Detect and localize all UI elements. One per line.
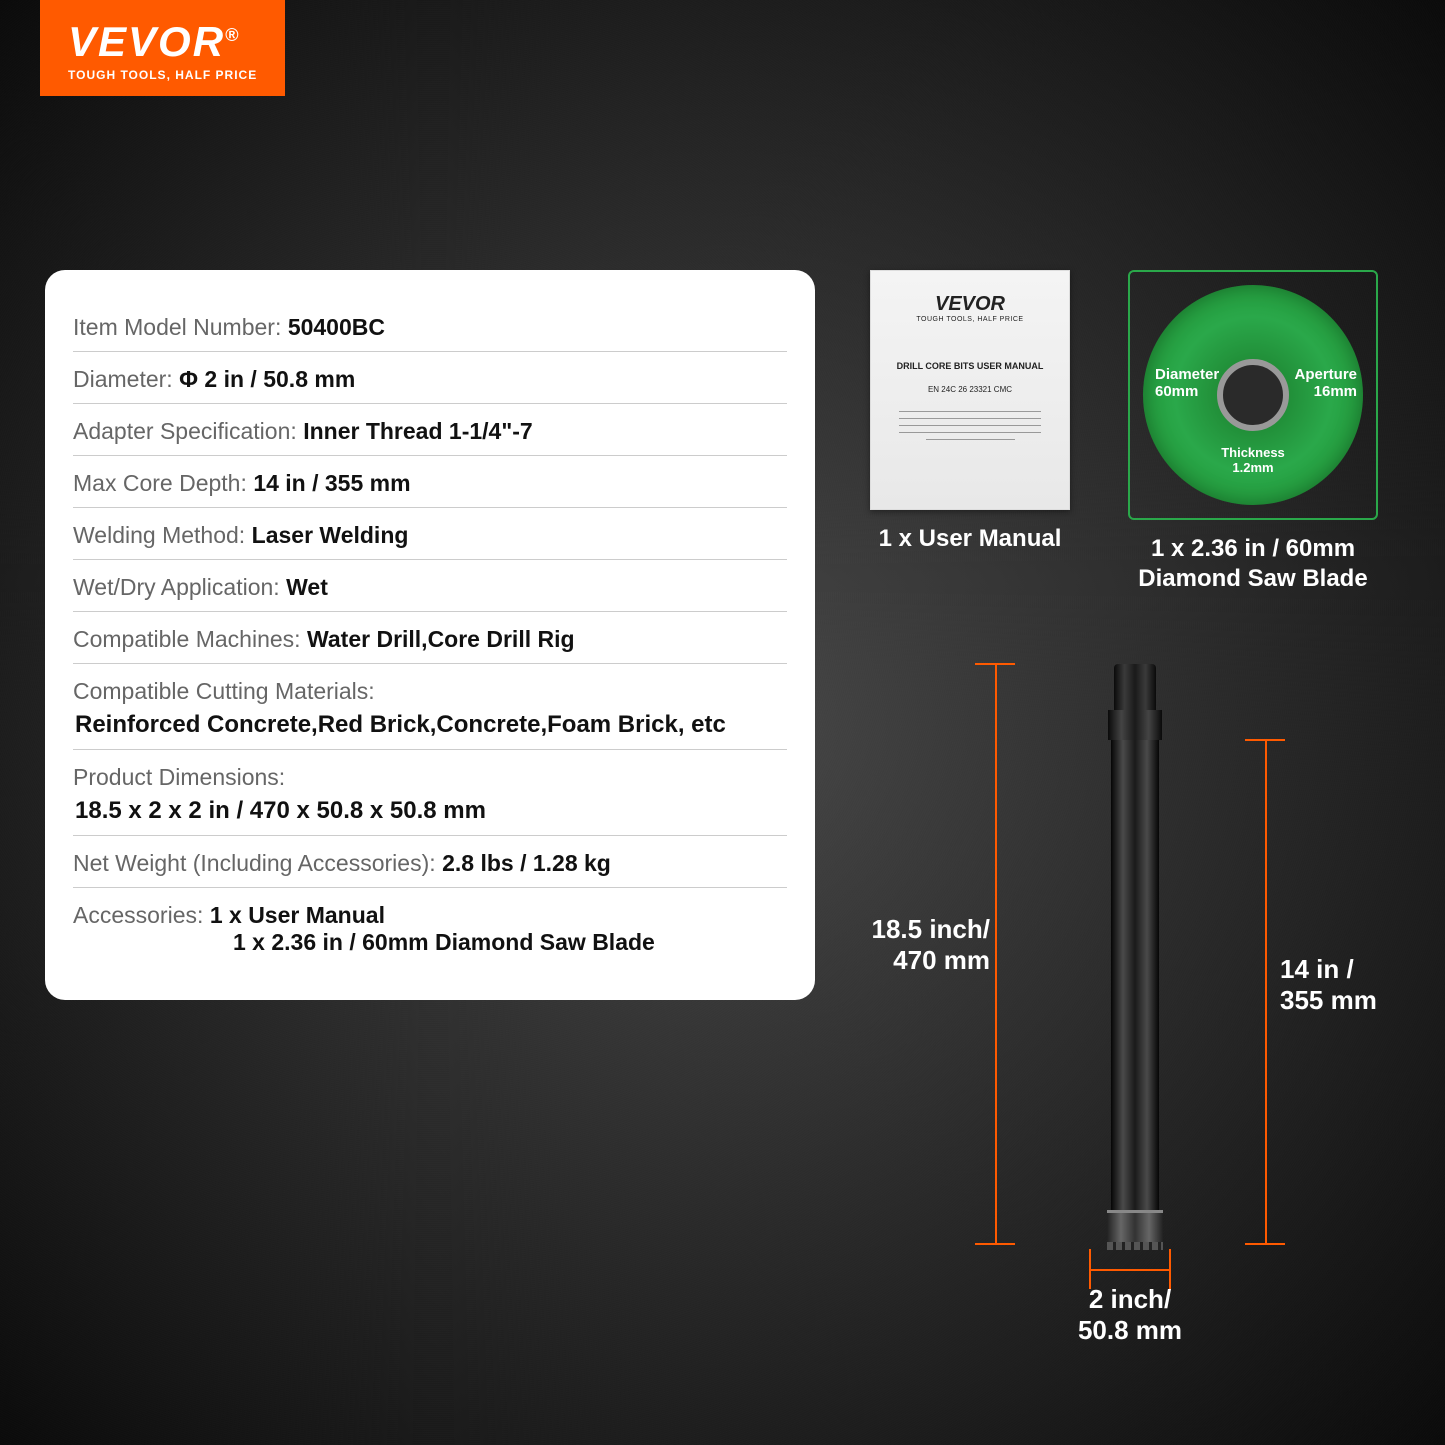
spec-label: Compatible Machines: [73, 626, 301, 652]
manual-title: DRILL CORE BITS USER MANUAL [897, 361, 1044, 371]
dim-total-length: 18.5 inch/ 470 mm [845, 914, 990, 976]
brand-name: VEVOR [68, 18, 225, 65]
spec-label: Welding Method: [73, 522, 245, 548]
spec-value: Laser Welding [252, 522, 409, 548]
spec-label: Adapter Specification: [73, 418, 297, 444]
brand-logo: VEVOR® TOUGH TOOLS, HALF PRICE [40, 0, 285, 96]
spec-value: 2.8 lbs / 1.28 kg [442, 850, 611, 876]
spec-label: Net Weight (Including Accessories): [73, 850, 436, 876]
dim-width: 2 inch/ 50.8 mm [1065, 1284, 1195, 1346]
drill-collar [1108, 710, 1162, 740]
dim-tick [1245, 739, 1285, 741]
spec-label: Max Core Depth: [73, 470, 247, 496]
spec-value: Reinforced Concrete,Red Brick,Concrete,F… [75, 711, 787, 739]
dim-line [995, 664, 997, 1244]
spec-value: 1 x User Manual [210, 902, 385, 928]
drill-shank [1114, 664, 1156, 710]
spec-value: 1 x 2.36 in / 60mm Diamond Saw Blade [233, 929, 787, 956]
spec-row-machines: Compatible Machines: Water Drill,Core Dr… [73, 612, 787, 664]
blade-dia-label: Diameter60mm [1155, 367, 1219, 400]
spec-value: 50400BC [288, 314, 385, 340]
dim-tick [975, 1243, 1015, 1245]
blade-caption: 1 x 2.36 in / 60mm Diamond Saw Blade [1113, 534, 1393, 594]
spec-row-model: Item Model Number: 50400BC [73, 300, 787, 352]
spec-value: Wet [286, 574, 328, 600]
spec-card: Item Model Number: 50400BC Diameter: Φ 2… [45, 270, 815, 1000]
manual-item: VEVOR TOUGH TOOLS, HALF PRICE DRILL CORE… [855, 270, 1085, 554]
core-drill-bit [1104, 664, 1166, 1244]
manual-brand: VEVOR [935, 293, 1005, 316]
dim-core-depth: 14 in / 355 mm [1280, 954, 1377, 1016]
spec-label: Diameter: [73, 366, 173, 392]
spec-row-wetdry: Wet/Dry Application: Wet [73, 560, 787, 612]
saw-blade-icon: Diameter60mm Aperture16mm Thickness1.2mm [1143, 285, 1363, 505]
spec-label: Item Model Number: [73, 314, 281, 340]
spec-label: Accessories: [73, 902, 203, 928]
manual-image: VEVOR TOUGH TOOLS, HALF PRICE DRILL CORE… [870, 270, 1070, 510]
dim-tick [975, 663, 1015, 665]
spec-label: Wet/Dry Application: [73, 574, 280, 600]
spec-row-materials: Compatible Cutting Materials: Reinforced… [73, 664, 787, 750]
blade-diagram: Diameter60mm Aperture16mm Thickness1.2mm [1128, 270, 1378, 520]
spec-row-accessories: Accessories: 1 x User Manual 1 x 2.36 in… [73, 888, 787, 966]
spec-row-dimensions: Product Dimensions: 18.5 x 2 x 2 in / 47… [73, 750, 787, 836]
drill-segment [1107, 1210, 1163, 1244]
blade-item: Diameter60mm Aperture16mm Thickness1.2mm… [1113, 270, 1393, 594]
spec-value: Inner Thread 1-1/4"-7 [303, 418, 532, 444]
spec-label: Compatible Cutting Materials: [73, 678, 787, 705]
manual-code: EN 24C 26 23321 CMC [928, 385, 1012, 394]
blade-aperture [1217, 359, 1289, 431]
blade-ap-label: Aperture16mm [1294, 367, 1357, 400]
dim-tick [1245, 1243, 1285, 1245]
right-column: VEVOR TOUGH TOOLS, HALF PRICE DRILL CORE… [855, 270, 1415, 1334]
brand-tagline: TOUGH TOOLS, HALF PRICE [68, 68, 257, 82]
spec-value: Water Drill,Core Drill Rig [307, 626, 575, 652]
spec-value: Φ 2 in / 50.8 mm [179, 366, 355, 392]
dim-tick [1169, 1249, 1171, 1289]
manual-caption: 1 x User Manual [855, 524, 1085, 554]
spec-row-depth: Max Core Depth: 14 in / 355 mm [73, 456, 787, 508]
spec-row-weight: Net Weight (Including Accessories): 2.8 … [73, 836, 787, 888]
spec-row-welding: Welding Method: Laser Welding [73, 508, 787, 560]
dim-tick [1089, 1249, 1091, 1289]
drill-diagram: 18.5 inch/ 470 mm 14 in / 355 mm 2 inch/… [855, 654, 1415, 1334]
accessories-row: VEVOR TOUGH TOOLS, HALF PRICE DRILL CORE… [855, 270, 1415, 594]
dim-line [1265, 740, 1267, 1244]
spec-row-adapter: Adapter Specification: Inner Thread 1-1/… [73, 404, 787, 456]
spec-label: Product Dimensions: [73, 764, 787, 791]
spec-value: 14 in / 355 mm [253, 470, 410, 496]
blade-thick-label: Thickness1.2mm [1221, 446, 1285, 475]
spec-row-diameter: Diameter: Φ 2 in / 50.8 mm [73, 352, 787, 404]
drill-body [1111, 740, 1159, 1210]
registered-mark: ® [225, 25, 240, 45]
spec-value: 18.5 x 2 x 2 in / 470 x 50.8 x 50.8 mm [75, 797, 787, 825]
dim-line [1090, 1269, 1170, 1271]
drill-teeth [1107, 1242, 1163, 1250]
manual-tagline: TOUGH TOOLS, HALF PRICE [916, 316, 1023, 323]
